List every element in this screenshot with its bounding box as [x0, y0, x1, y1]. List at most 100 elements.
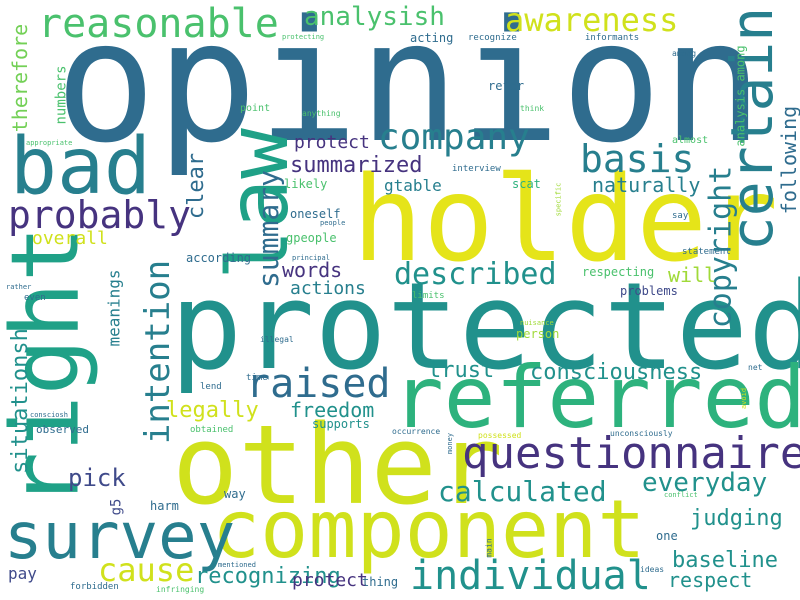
word-component: component — [212, 483, 646, 576]
word-meanings: meanings — [104, 269, 124, 347]
word-time: time — [246, 373, 268, 383]
word-raised: raised — [246, 361, 391, 407]
word-holder: holder — [352, 150, 779, 288]
word-thing: thing — [362, 575, 399, 589]
word-recognize: recognize — [468, 33, 517, 43]
word-protecting: protecting — [282, 33, 325, 41]
word-say: say — [672, 211, 689, 221]
word-pay: pay — [8, 564, 37, 583]
word-trust: trust — [428, 358, 495, 383]
word-company: company — [378, 117, 530, 158]
word-judging: judging — [690, 506, 783, 531]
word-main: main — [484, 538, 494, 558]
word-rather: rather — [6, 283, 32, 291]
word-protected: protected — [170, 258, 800, 397]
word-analysis-among: analysis among — [733, 45, 748, 147]
word-supports: supports — [312, 417, 370, 431]
word-principal: principal — [292, 254, 330, 262]
word-anything: anything — [302, 109, 341, 118]
word-consciousness: consciousness — [530, 360, 703, 385]
word-respect: respect — [668, 568, 753, 592]
word-specific: specific — [554, 182, 563, 217]
word-observed: observed — [36, 423, 89, 436]
word-among: among — [672, 49, 697, 58]
word-gtable: gtable — [384, 176, 442, 195]
word-likely: likely — [284, 177, 328, 191]
word-reasonable: reasonable — [38, 1, 279, 47]
word-appropriate: appropriate — [26, 139, 73, 147]
word-recognizing: recognizing — [195, 564, 341, 589]
word-occurrence: occurrence — [392, 427, 441, 436]
word-limits: limits — [412, 291, 445, 301]
word-forbidden: forbidden — [70, 582, 119, 592]
word-acting: acting — [410, 31, 454, 45]
word-think: think — [520, 104, 545, 113]
word-obtained: obtained — [190, 425, 234, 435]
word-freedom: freedom — [290, 398, 375, 422]
word-oneself: oneself — [290, 207, 341, 221]
word-illegal: illegal — [260, 335, 294, 344]
word-therefore: therefore — [8, 23, 33, 133]
word-net: net — [748, 363, 763, 372]
word-possessed: possessed — [478, 431, 522, 440]
word-summary: summary — [252, 169, 286, 289]
word-refer: refer — [488, 79, 525, 93]
word-naturally: naturally — [592, 173, 701, 197]
word-people: people — [320, 219, 346, 227]
word-summarized: summarized — [290, 153, 423, 178]
word-even: even — [24, 293, 46, 303]
word-interview: interview — [452, 164, 501, 174]
word-nuisance: nuisance — [520, 319, 554, 327]
word-infringing: infringing — [156, 585, 205, 594]
word-described: described — [394, 257, 557, 292]
word-pick: pick — [68, 464, 126, 492]
word-lend: lend — [200, 382, 222, 392]
word-survey: survey — [4, 500, 236, 574]
word-one: one — [656, 529, 678, 543]
word-consciosh: consciosh — [30, 411, 68, 419]
word-according: according — [186, 251, 252, 265]
word-cause: cause — [98, 551, 195, 589]
word-g5: g5 — [108, 498, 125, 516]
word-bad: bad — [10, 122, 151, 212]
word-opinion: opinion — [55, 0, 764, 180]
word-clear: clear — [184, 152, 210, 220]
word-almost: almost — [672, 135, 709, 146]
word-questionnaire: questionnaire — [462, 428, 800, 479]
word-ideas: ideas — [640, 565, 665, 574]
word-person: person — [516, 327, 560, 341]
word-numbers: numbers — [53, 65, 70, 125]
word-following: following — [777, 105, 800, 215]
word-basis: basis — [580, 137, 695, 181]
word-harm: harm — [150, 499, 179, 513]
word-unconsciously: unconsciously — [610, 429, 673, 438]
word-statement: statement — [682, 247, 731, 257]
word-individual: individual — [410, 553, 651, 599]
word-protect-2: protect — [292, 570, 368, 591]
word-gpeople: gpeople — [286, 231, 337, 245]
word-money: money — [446, 432, 455, 455]
word-conflict: conflict — [664, 491, 698, 499]
word-legally: legally — [166, 398, 259, 423]
word-everyday: everyday — [642, 468, 768, 498]
word-other: other — [172, 401, 504, 529]
word-respecting: respecting — [582, 265, 655, 279]
word-calculated: calculated — [438, 475, 607, 508]
word-informants: informants — [585, 33, 640, 43]
word-will: will — [668, 263, 717, 287]
word-avoid: avoid — [740, 387, 749, 410]
word-analysish: analysish — [304, 2, 445, 32]
word-baseline: baseline — [672, 548, 778, 573]
word-probably: probably — [8, 193, 192, 237]
word-scat: scat — [512, 177, 541, 191]
word-way: way — [224, 487, 246, 501]
word-situationsh: situationsh — [7, 328, 33, 474]
word-actions: actions — [290, 278, 366, 299]
word-protect-1: protect — [294, 132, 370, 153]
word-problems: problems — [620, 284, 678, 298]
word-awareness: awareness — [505, 1, 679, 39]
word-overall: overall — [32, 228, 108, 249]
word-point: point — [240, 103, 271, 114]
word-words: words — [282, 258, 343, 282]
